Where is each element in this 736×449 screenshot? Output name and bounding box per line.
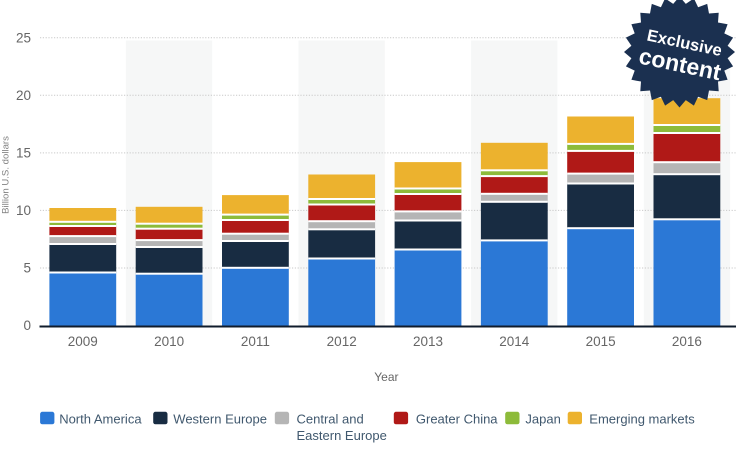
svg-text:20: 20: [16, 88, 31, 103]
svg-text:Central and: Central and: [297, 412, 364, 427]
svg-text:2013: 2013: [413, 334, 443, 349]
svg-text:2014: 2014: [499, 334, 530, 349]
svg-text:2016: 2016: [672, 334, 702, 349]
svg-text:Greater China: Greater China: [416, 412, 498, 427]
svg-text:0: 0: [23, 318, 31, 333]
svg-text:2012: 2012: [327, 334, 357, 349]
svg-text:2009: 2009: [68, 334, 98, 349]
svg-text:Emerging markets: Emerging markets: [589, 412, 695, 427]
svg-text:25: 25: [16, 30, 31, 45]
svg-text:Japan: Japan: [525, 412, 560, 427]
svg-text:Western Europe: Western Europe: [173, 412, 267, 427]
svg-text:10: 10: [16, 203, 31, 218]
svg-text:5: 5: [23, 261, 31, 276]
svg-text:15: 15: [16, 145, 31, 160]
svg-text:2015: 2015: [586, 334, 616, 349]
svg-text:Billion U.S. dollars: Billion U.S. dollars: [1, 136, 12, 214]
svg-text:2011: 2011: [241, 334, 270, 349]
svg-text:Eastern Europe: Eastern Europe: [297, 428, 387, 443]
svg-text:North America: North America: [59, 412, 142, 427]
svg-text:Year: Year: [374, 370, 398, 384]
svg-text:2010: 2010: [154, 334, 184, 349]
